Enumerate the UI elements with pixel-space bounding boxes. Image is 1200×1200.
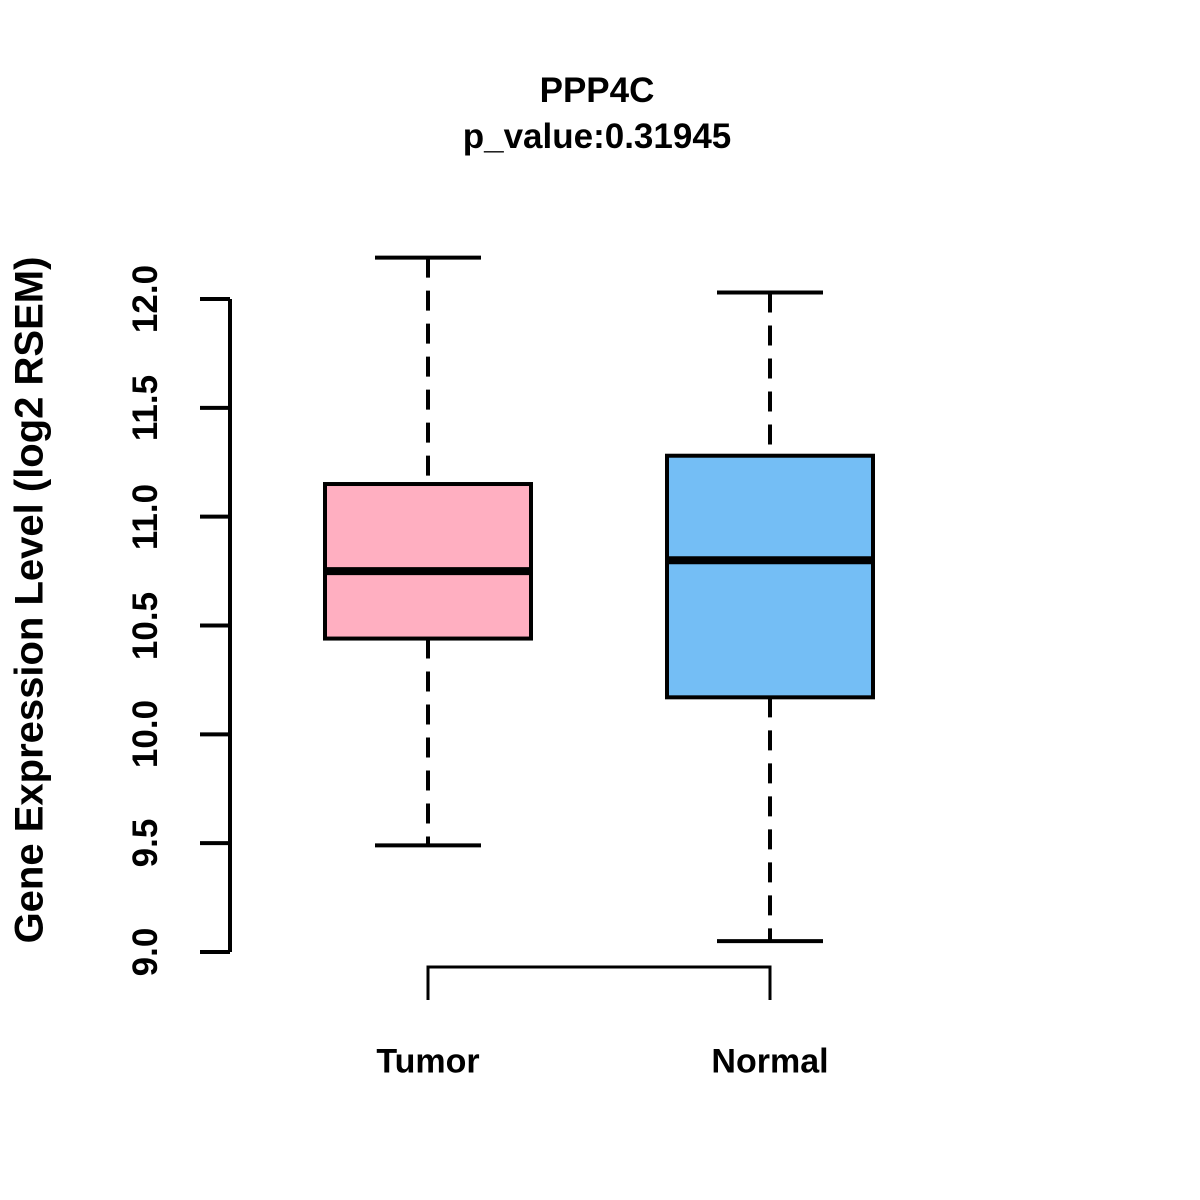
y-tick-label: 10.0	[126, 700, 165, 769]
y-tick-label: 9.5	[126, 818, 165, 868]
chart-title: PPP4C	[539, 71, 655, 110]
normal-box	[665, 453, 875, 700]
tumor-box	[323, 482, 533, 641]
x-label-normal: Normal	[711, 1042, 829, 1081]
y-tick-label: 11.0	[126, 483, 165, 550]
comparison-bracket	[426, 965, 772, 1000]
x-label-tumor: Tumor	[376, 1042, 480, 1081]
y-tick-label: 9.0	[126, 927, 165, 977]
y-tick-label: 12.0	[126, 264, 165, 334]
chart-subtitle-pvalue: p_value:0.31945	[462, 117, 732, 156]
y-tick-label: 10.5	[126, 591, 165, 660]
y-tick-label: 11.5	[126, 374, 165, 441]
